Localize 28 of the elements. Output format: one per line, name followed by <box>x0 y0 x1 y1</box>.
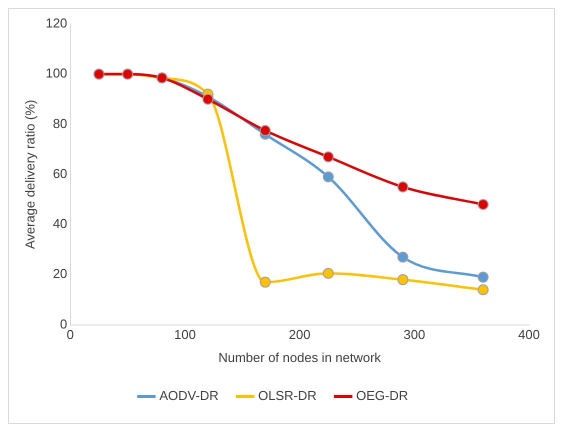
y-tick-label: 0 <box>60 316 68 332</box>
x-tick-label: 300 <box>403 327 426 342</box>
point <box>478 284 489 296</box>
y-tick-label: 20 <box>52 266 68 282</box>
point <box>322 268 334 279</box>
x-axis-title: Number of nodes in network <box>218 350 382 365</box>
legend-label: OEG-DR <box>356 388 408 404</box>
y-tick-label: 100 <box>46 66 68 81</box>
x-tick-label: 400 <box>518 327 540 342</box>
point <box>322 171 334 182</box>
x-tick-label: 100 <box>174 327 196 342</box>
point <box>322 151 334 162</box>
point <box>260 125 271 136</box>
y-tick-label: 60 <box>52 166 68 181</box>
point <box>260 276 271 288</box>
legend-label: OLSR-DR <box>258 388 317 404</box>
y-tick-label: 120 <box>46 16 68 31</box>
legend-label: AODV-DR <box>159 388 219 404</box>
point <box>397 274 408 286</box>
x-tick-label: 200 <box>288 327 310 342</box>
point <box>202 94 214 105</box>
point <box>397 181 408 192</box>
y-axis-title: Average delivery ratio (%) <box>22 100 38 250</box>
y-tick-label: 80 <box>52 116 68 131</box>
y-tick-label: 40 <box>52 216 68 232</box>
point <box>397 252 408 263</box>
point <box>478 272 489 283</box>
point <box>478 198 489 210</box>
